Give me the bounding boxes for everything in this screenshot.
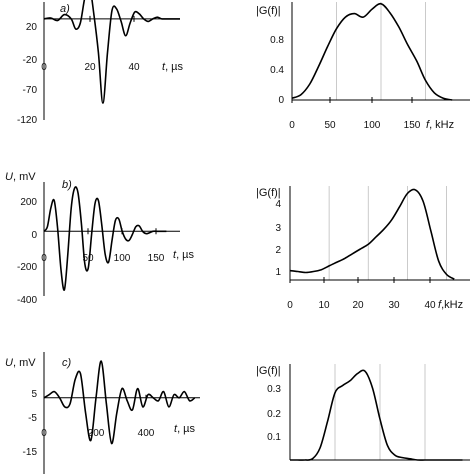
x-axis-label: f, kHz — [426, 119, 454, 131]
x-axis-label: f,kHz — [438, 299, 463, 311]
y-axis-label: U, mV — [5, 171, 36, 183]
x-tick-label: 40 — [424, 300, 436, 311]
y-tick-label: 0.2 — [267, 409, 281, 420]
y-tick-label: -400 — [17, 295, 37, 306]
chart-panel-2: 0.8 0.4 0 0 50 100 150 f, kHz |G(f)| — [256, 2, 470, 131]
y-tick-label: 2 — [275, 245, 281, 256]
x-tick-label: 100 — [364, 120, 381, 131]
y-tick-label: 0.1 — [267, 432, 281, 443]
y-tick-label: 0.4 — [270, 65, 284, 76]
panel-label: c) — [62, 357, 72, 369]
series-line — [43, 186, 167, 291]
y-tick-label: 0 — [31, 230, 37, 241]
y-tick-label: -5 — [28, 413, 37, 424]
panel-label: b) — [62, 179, 72, 191]
y-tick-label: 1 — [275, 267, 281, 278]
x-tick-label: 0 — [41, 428, 47, 439]
y-tick-label: 0.8 — [270, 35, 284, 46]
y-axis-label: |G(f)| — [256, 365, 281, 377]
x-tick-label: 0 — [41, 253, 47, 264]
x-tick-label: 50 — [82, 253, 94, 264]
y-tick-label: -20 — [23, 55, 38, 66]
x-axis-label: t, µs — [162, 61, 184, 73]
y-tick-label: -200 — [17, 262, 37, 273]
x-tick-label: 10 — [318, 300, 330, 311]
y-tick-label: 3 — [275, 223, 281, 234]
x-tick-label: 30 — [388, 300, 400, 311]
y-tick-label: 20 — [26, 22, 38, 33]
x-tick-label: 200 — [88, 428, 105, 439]
chart-panel-5: 5-5-15-250200400t, µsU, mVc) — [5, 352, 200, 474]
y-tick-label: -15 — [23, 447, 38, 458]
chart-panel-3: 200 0 -200 -400 0 50 100 150 t, µs U, mV b) — [5, 171, 195, 306]
y-tick-label: 5 — [31, 389, 37, 400]
x-axis-label: t, µs — [173, 249, 195, 261]
x-tick-label: 150 — [148, 253, 165, 264]
y-tick-label: 0.3 — [267, 384, 281, 395]
y-tick-label: -120 — [17, 115, 37, 126]
x-tick-label: 50 — [324, 120, 336, 131]
chart-panel-1: 20 -20 -70 -120 0 20 40 t, µs a) — [17, 0, 184, 126]
y-axis-label: U, mV — [5, 357, 36, 369]
x-tick-label: 100 — [114, 253, 131, 264]
x-tick-label: 20 — [352, 300, 364, 311]
x-tick-label: 20 — [84, 62, 96, 73]
y-tick-label: 4 — [275, 199, 281, 210]
y-axis-label: |G(f)| — [256, 187, 281, 199]
chart-panel-6: 0.3 0.2 0.1 |G(f)| — [256, 364, 470, 461]
panel-label: a) — [60, 3, 70, 15]
series-line — [289, 188, 455, 280]
series-line — [289, 369, 463, 461]
x-tick-label: 0 — [287, 300, 293, 311]
y-tick-label: -70 — [23, 85, 38, 96]
x-tick-label: 0 — [41, 62, 47, 73]
y-tick-label: 200 — [20, 197, 37, 208]
x-tick-label: 40 — [128, 62, 140, 73]
series-line — [291, 2, 453, 101]
x-axis-label: t, µs — [174, 423, 196, 435]
x-tick-label: 0 — [289, 120, 295, 131]
series-line — [43, 0, 180, 104]
y-tick-label: 0 — [278, 95, 284, 106]
x-tick-label: 400 — [138, 428, 155, 439]
x-tick-label: 150 — [404, 120, 421, 131]
y-axis-label: |G(f)| — [256, 5, 281, 17]
series-line — [43, 360, 196, 445]
